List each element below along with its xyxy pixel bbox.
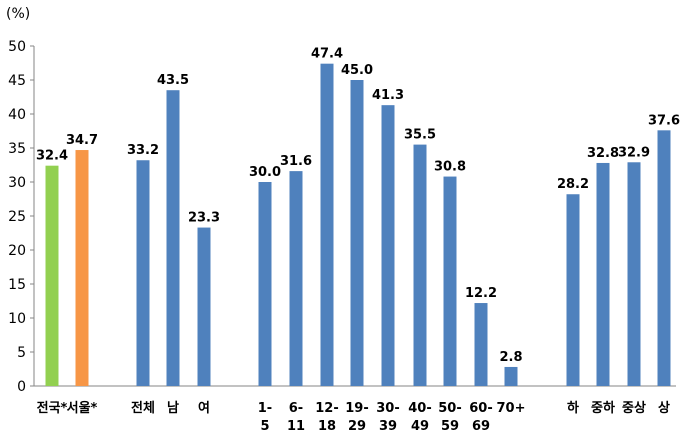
bar — [75, 150, 89, 386]
x-category-label: 70+ — [497, 401, 526, 416]
y-tick-label: 5 — [17, 345, 26, 361]
x-category-label-line: 전국* — [37, 400, 68, 416]
x-category-label: 전국* — [37, 400, 68, 416]
bar-value-label: 43.5 — [157, 73, 189, 88]
x-category-label-line: 1- — [258, 401, 272, 416]
bar — [443, 176, 457, 386]
bar-value-label: 47.4 — [311, 47, 343, 62]
y-tick-label: 35 — [8, 141, 26, 157]
bar — [320, 63, 334, 387]
x-category-label-line: 60- — [469, 401, 493, 416]
x-category-label-line: 6- — [289, 401, 303, 416]
y-tick-label: 20 — [8, 243, 26, 259]
bar — [566, 194, 580, 386]
bar — [596, 162, 610, 386]
bar-value-label: 12.2 — [465, 286, 497, 301]
bar-value-label: 32.4 — [36, 149, 68, 164]
x-category-label-line: 50- — [438, 401, 462, 416]
y-tick-label: 0 — [17, 379, 26, 395]
bar-value-label: 30.8 — [434, 160, 466, 175]
x-category-label: 19-29 — [345, 401, 369, 434]
x-category-label: 40-49 — [408, 401, 432, 434]
x-category-label-line: 상 — [658, 401, 670, 416]
x-category-label: 60-69 — [469, 401, 493, 434]
bar — [504, 366, 518, 386]
bar — [136, 160, 150, 386]
x-category-label-line: 12- — [315, 401, 339, 416]
y-tick-label: 30 — [8, 175, 26, 191]
bar — [413, 144, 427, 386]
x-category-label-line: 39 — [379, 419, 397, 434]
y-axis-unit-label: (%) — [6, 6, 31, 22]
x-category-label-line: 서울* — [67, 400, 98, 416]
x-category-label: 남 — [167, 400, 179, 416]
x-category-label-line: 29 — [348, 419, 366, 434]
bar — [258, 182, 272, 386]
bar — [474, 303, 488, 386]
bar — [289, 171, 303, 386]
x-category-label: 6-11 — [287, 401, 305, 434]
y-tick-label: 15 — [8, 277, 26, 293]
x-category-label: 전체 — [131, 400, 155, 416]
bar-value-label: 34.7 — [66, 133, 98, 148]
x-category-label-line: 49 — [411, 419, 429, 434]
x-category-label: 30-39 — [376, 401, 400, 434]
x-category-label: 12-18 — [315, 401, 339, 434]
x-category-label-line: 69 — [472, 419, 490, 434]
bar — [45, 165, 59, 386]
x-category-label: 상 — [658, 401, 670, 416]
x-category-label-line: 59 — [441, 419, 459, 434]
y-tick-label: 10 — [8, 311, 26, 327]
bar — [166, 90, 180, 386]
bar-value-label: 31.6 — [280, 154, 312, 169]
x-category-label-line: 30- — [376, 401, 400, 416]
x-category-label-line: 5 — [260, 419, 269, 434]
x-category-label-line: 70+ — [497, 401, 526, 416]
bar — [350, 80, 364, 386]
x-category-label-line: 11 — [287, 419, 305, 434]
bar — [657, 130, 671, 386]
y-tick-label: 50 — [8, 39, 26, 55]
x-category-label: 중상 — [622, 401, 646, 416]
bar-value-label: 23.3 — [188, 211, 220, 226]
bar-value-label: 2.8 — [499, 350, 522, 365]
x-category-label: 중하 — [591, 400, 615, 416]
bar-value-label: 45.0 — [341, 63, 373, 78]
x-category-label-line: 남 — [167, 400, 179, 416]
x-category-label-line: 19- — [345, 401, 369, 416]
x-category-label: 하 — [567, 400, 579, 416]
x-category-label-line: 18 — [318, 419, 336, 434]
y-tick-label: 45 — [8, 73, 26, 89]
x-category-label: 여 — [198, 400, 210, 416]
x-category-label-line: 하 — [567, 400, 579, 416]
bar-value-label: 33.2 — [127, 143, 159, 158]
bar-value-label: 28.2 — [557, 177, 589, 192]
x-category-label-line: 40- — [408, 401, 432, 416]
y-tick-label: 25 — [8, 209, 26, 225]
bar-value-label: 32.9 — [618, 145, 650, 160]
x-category-label-line: 중하 — [591, 400, 615, 416]
bar-value-label: 37.6 — [648, 113, 680, 128]
bar-value-label: 32.8 — [587, 146, 619, 161]
x-category-label: 50-59 — [438, 401, 462, 434]
bar-value-label: 30.0 — [249, 165, 281, 180]
bar-value-label: 35.5 — [404, 128, 436, 143]
x-category-label-line: 여 — [198, 400, 210, 416]
bar-value-label: 41.3 — [372, 88, 404, 103]
x-category-label-line: 전체 — [131, 400, 155, 416]
bar — [381, 105, 395, 386]
y-tick-label: 40 — [8, 107, 26, 123]
x-category-label: 1-5 — [258, 401, 272, 434]
x-category-label-line: 중상 — [622, 401, 646, 416]
bar — [197, 227, 211, 386]
x-category-label: 서울* — [67, 400, 98, 416]
bar — [627, 162, 641, 386]
